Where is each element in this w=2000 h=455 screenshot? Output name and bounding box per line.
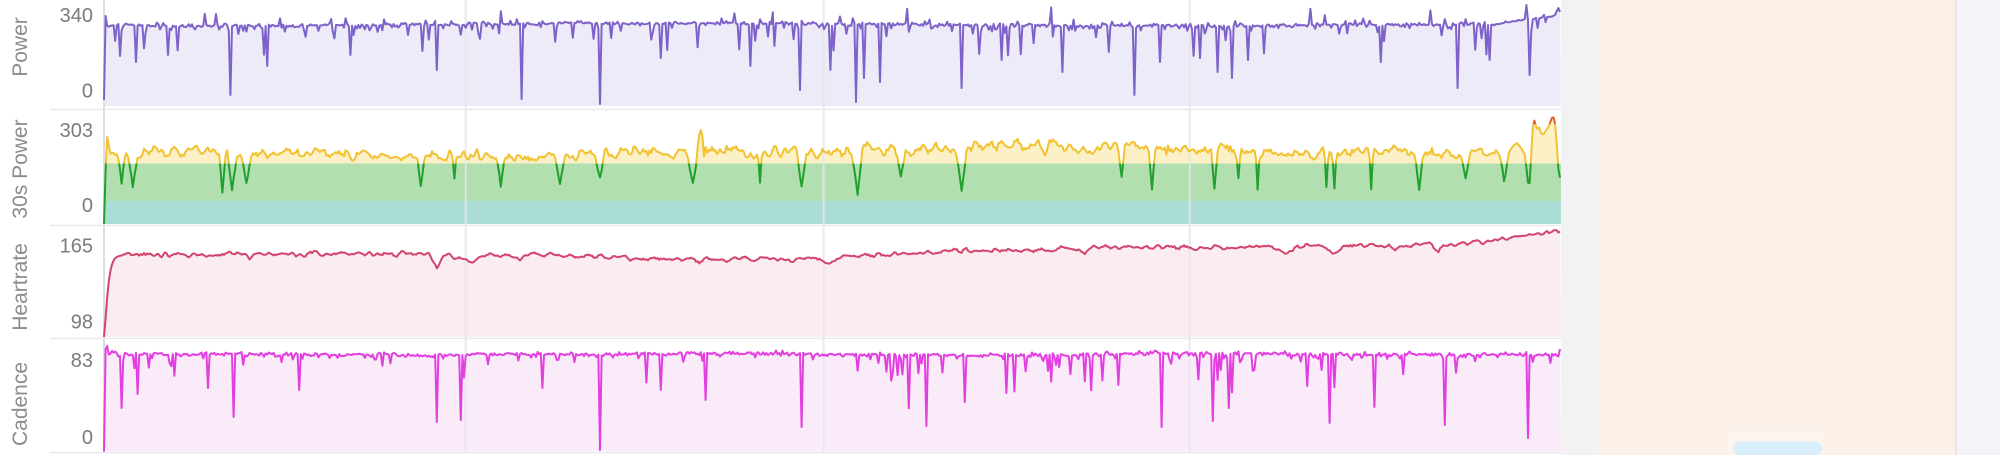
svg-text:Power: Power	[9, 17, 32, 77]
svg-text:98: 98	[71, 312, 93, 334]
svg-text:30s Power: 30s Power	[9, 119, 32, 218]
svg-text:0: 0	[82, 195, 93, 217]
svg-text:165: 165	[60, 236, 93, 258]
svg-text:340: 340	[60, 5, 93, 27]
svg-text:0: 0	[82, 81, 93, 103]
svg-text:83: 83	[71, 350, 93, 372]
svg-text:303: 303	[60, 120, 93, 142]
svg-text:Heartrate: Heartrate	[9, 243, 32, 331]
svg-text:0: 0	[82, 427, 93, 449]
svg-text:Cadence: Cadence	[9, 362, 32, 446]
